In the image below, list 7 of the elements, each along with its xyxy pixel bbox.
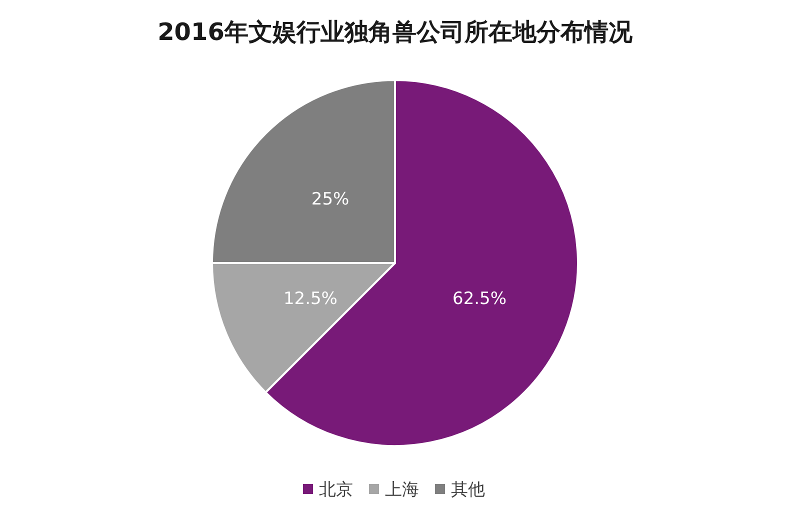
data-label: 62.5%	[452, 289, 507, 310]
data-label: 12.5%	[283, 289, 338, 310]
data-label: 25%	[311, 189, 350, 210]
chart-title: 2016年文娱行业独角兽公司所在地分布情况	[158, 18, 634, 46]
legend-label: 其他	[451, 480, 485, 500]
legend-label: 北京	[319, 480, 353, 500]
legend-label: 上海	[385, 480, 419, 500]
